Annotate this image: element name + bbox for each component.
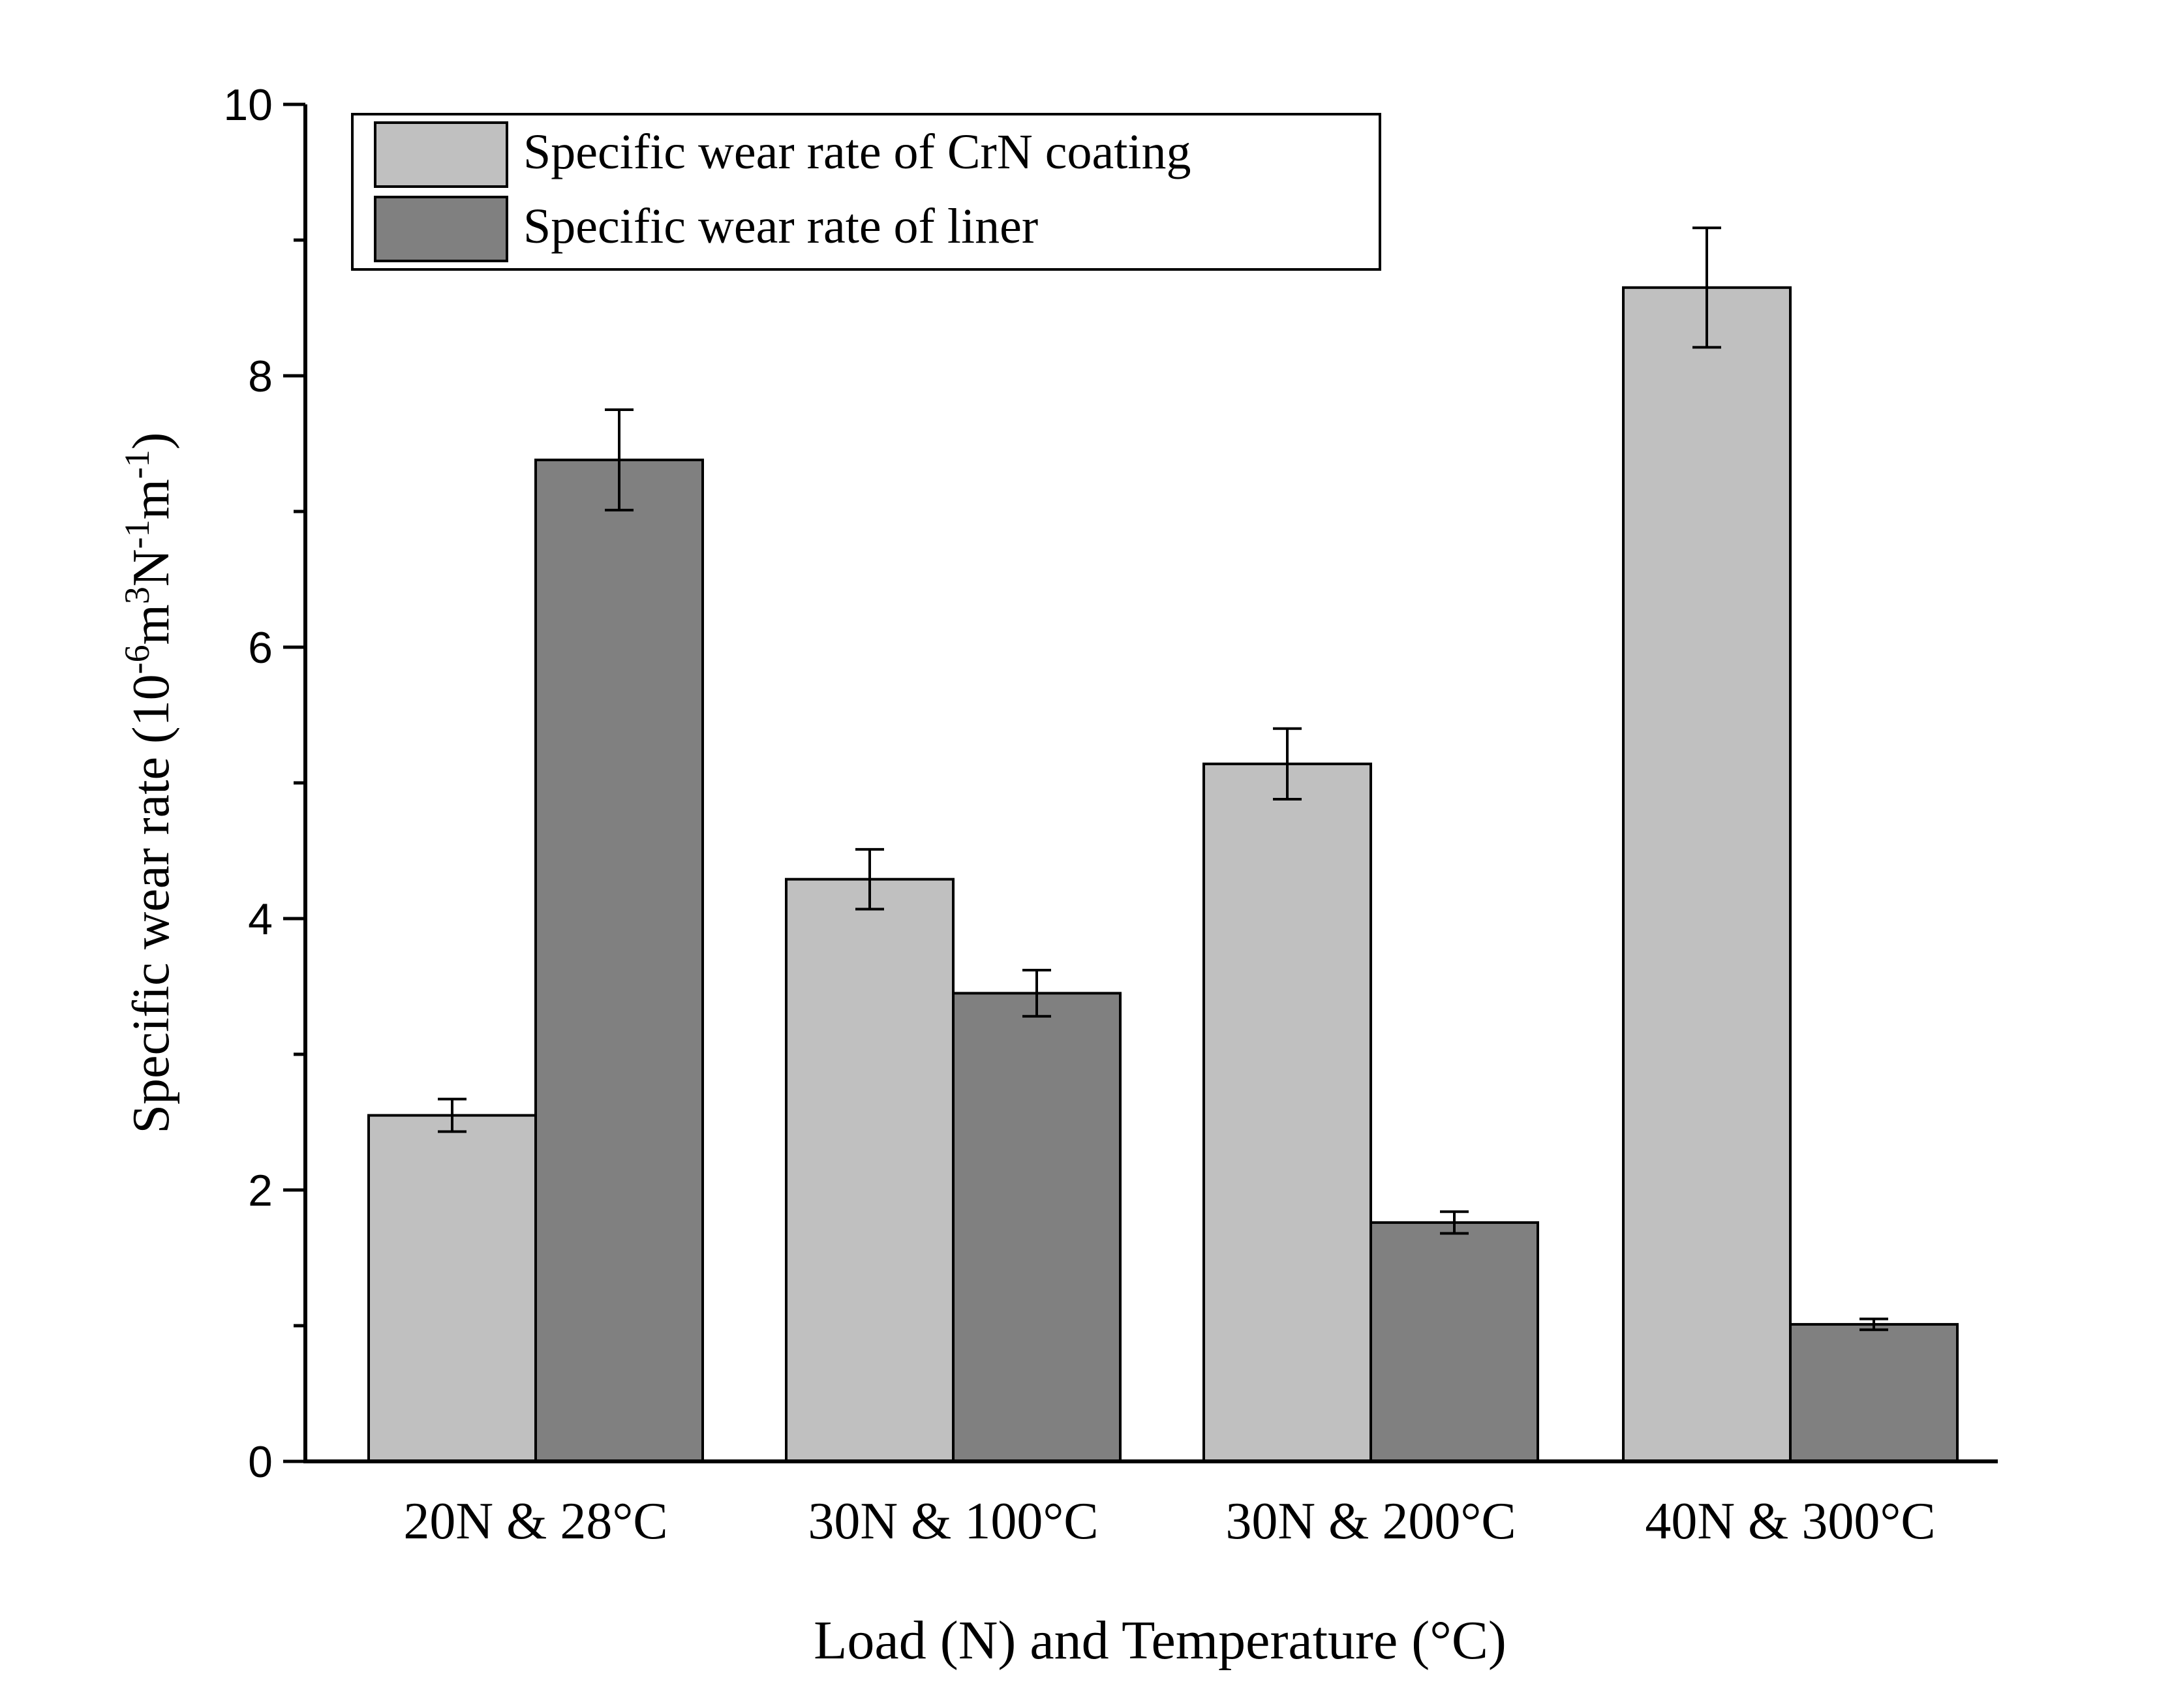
x-tick-label: 30N & 200°C [1225, 1493, 1516, 1550]
legend-label-crn-coating: Specific wear rate of CrN coating [523, 125, 1191, 179]
error-bar [1692, 226, 1721, 349]
x-tick-labels: 20N & 28°C 30N & 100°C 30N & 200°C 40N & 30… [403, 1493, 1935, 1550]
bar-crn-coating [785, 877, 955, 1463]
y-tick-label: 6 [248, 623, 273, 673]
bar-crn-coating [1202, 762, 1372, 1463]
y-tick-label: 8 [248, 352, 273, 401]
error-bar [1440, 1210, 1469, 1235]
bar-liner [534, 458, 704, 1463]
bar-liner [1789, 1322, 1959, 1463]
legend-label-liner: Specific wear rate of liner [523, 199, 1038, 254]
error-bar [855, 847, 884, 911]
error-bar [605, 408, 634, 511]
bar-liner [1369, 1221, 1539, 1463]
bar-crn-coating [1622, 286, 1792, 1463]
y-tick-label: 0 [248, 1437, 273, 1487]
x-axis-label: Load (N) and Temperature (°C) [814, 1610, 1507, 1671]
y-tick-label: 4 [248, 894, 273, 944]
legend-swatch-crn-coating [374, 121, 508, 188]
bars-layer [367, 286, 1959, 1463]
bar-crn-coating [367, 1114, 537, 1463]
legend-box [351, 113, 1381, 271]
y-ticks: 0 2 4 6 8 10 [223, 80, 305, 1487]
y-axis-label: Specific wear rate (10-6m3N-1m-1) [117, 433, 180, 1134]
x-tick-label: 20N & 28°C [403, 1493, 667, 1550]
error-bar [438, 1097, 467, 1133]
error-bar [1859, 1317, 1888, 1332]
legend: Specific wear rate of CrN coating Specif… [351, 113, 1381, 271]
x-tick-label: 40N & 300°C [1645, 1493, 1935, 1550]
legend-swatch-liner [374, 196, 508, 262]
bar-liner [952, 992, 1122, 1463]
error-bar [1273, 727, 1302, 801]
y-tick-label: 10 [223, 80, 273, 130]
error-bars-layer [438, 226, 1888, 1332]
y-tick-label: 2 [248, 1166, 273, 1215]
x-tick-label: 30N & 100°C [808, 1493, 1098, 1550]
error-bar [1022, 969, 1051, 1018]
